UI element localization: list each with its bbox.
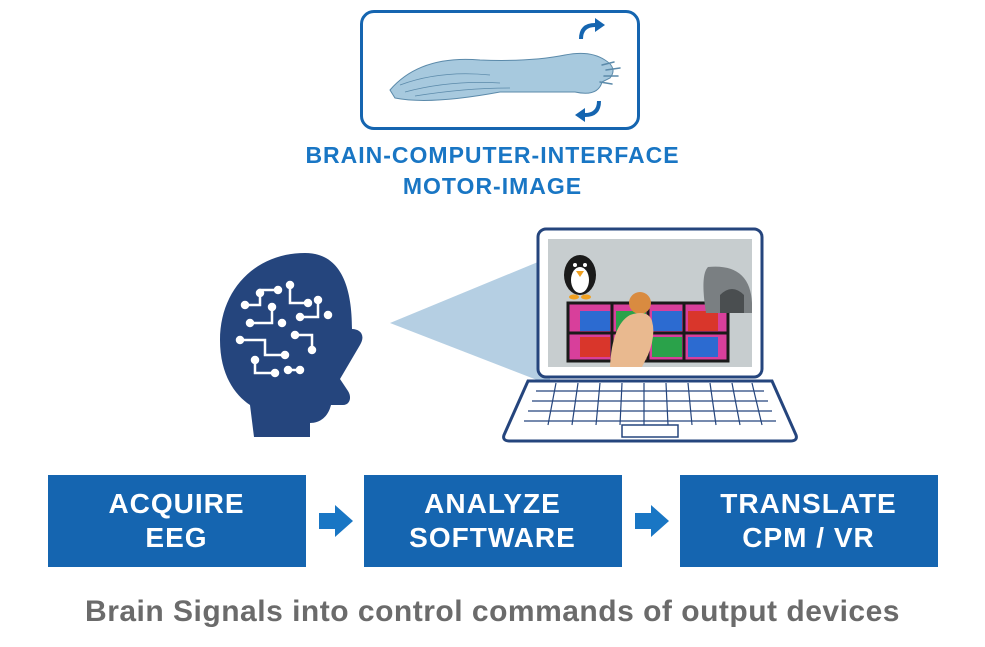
footer-caption: Brain Signals into control commands of o… <box>0 595 985 629</box>
flow-step-line2: SOFTWARE <box>364 521 622 555</box>
flow-step-line1: ANALYZE <box>364 487 622 521</box>
flow-arrow-icon <box>628 501 674 541</box>
flow-step-acquire: ACQUIRE EEG <box>48 475 306 567</box>
flow-arrow-icon <box>312 501 358 541</box>
flow-step-line1: TRANSLATE <box>680 487 938 521</box>
flow-step-translate: TRANSLATE CPM / VR <box>680 475 938 567</box>
header-line2: MOTOR-IMAGE <box>403 173 582 199</box>
head-brain-icon <box>200 245 405 445</box>
laptop-icon <box>500 225 800 445</box>
flow-step-line2: EEG <box>48 521 306 555</box>
wrist-rotate-down-icon <box>573 97 607 123</box>
flow-step-line2: CPM / VR <box>680 521 938 555</box>
motor-image-box <box>360 10 640 130</box>
wrist-rotate-up-icon <box>573 17 607 43</box>
header-line1: BRAIN-COMPUTER-INTERFACE <box>305 142 679 168</box>
flow-step-analyze: ANALYZE SOFTWARE <box>364 475 622 567</box>
middle-illustration <box>0 225 985 455</box>
process-flow: ACQUIRE EEG ANALYZE SOFTWARE TRANSLATE C… <box>0 475 985 567</box>
flow-step-line1: ACQUIRE <box>48 487 306 521</box>
header-title: BRAIN-COMPUTER-INTERFACE MOTOR-IMAGE <box>0 140 985 202</box>
